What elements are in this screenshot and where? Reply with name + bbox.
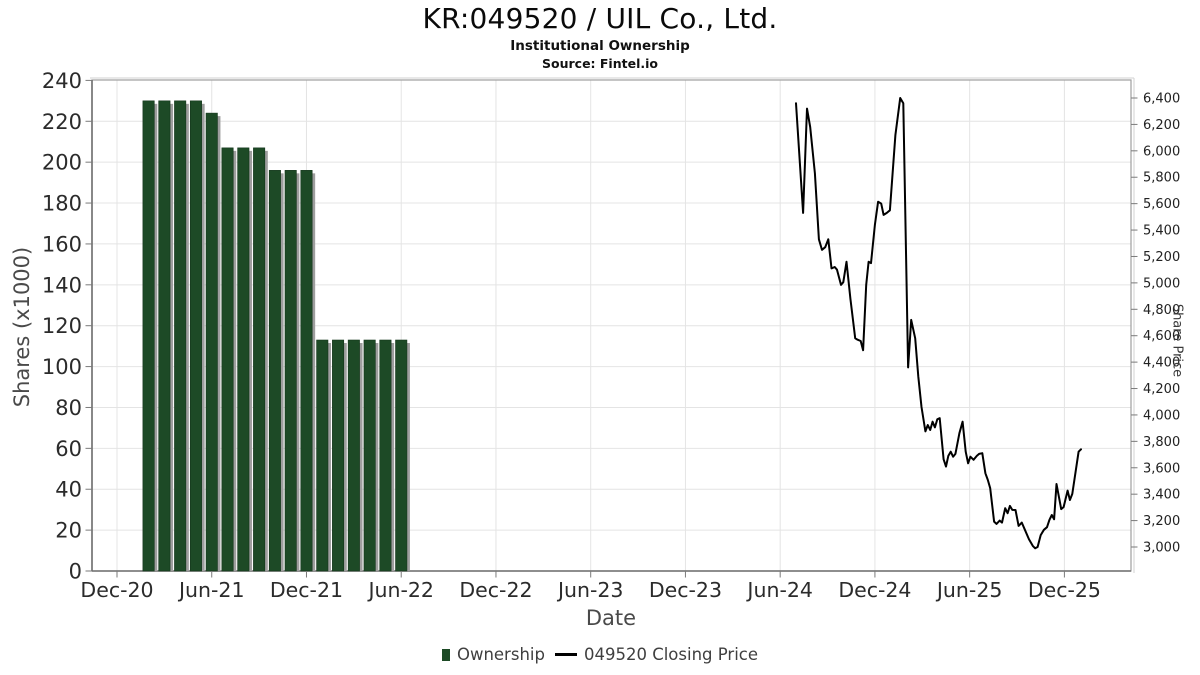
- ownership-bar[interactable]: [142, 100, 155, 572]
- ownership-bars-group[interactable]: [142, 100, 410, 572]
- x-tick-label: Jun-25: [935, 578, 1003, 602]
- y-right-tick-label: 4,800: [1143, 303, 1180, 318]
- y-right-tick-label: 6,200: [1143, 118, 1180, 133]
- legend-label-closing-price: 049520 Closing Price: [583, 645, 759, 664]
- chart-subtitle: Institutional Ownership: [510, 38, 690, 54]
- x-tick-label: Dec-20: [80, 578, 153, 602]
- ownership-bar[interactable]: [395, 339, 408, 572]
- y-right-tick-label: 5,200: [1143, 250, 1180, 265]
- x-tick-label: Jun-23: [556, 578, 624, 602]
- ownership-bar[interactable]: [268, 170, 281, 572]
- ownership-bar[interactable]: [347, 339, 360, 572]
- y-right-tick-label: 5,000: [1143, 276, 1180, 291]
- ownership-bar[interactable]: [174, 100, 187, 572]
- y-right-tick-label: 5,400: [1143, 224, 1180, 239]
- y-right-tick-label: 6,400: [1143, 92, 1180, 107]
- x-tick-label: Dec-21: [270, 578, 343, 602]
- y-right-tick-label: 5,800: [1143, 171, 1180, 186]
- x-tick-label: Jun-21: [177, 578, 245, 602]
- page-title: KR:049520 / UIL Co., Ltd.: [422, 2, 778, 35]
- y-left-tick-label: 240: [42, 69, 82, 93]
- ownership-swatch-icon: [441, 648, 450, 661]
- y-left-tick-label: 140: [42, 273, 82, 297]
- ownership-bar[interactable]: [237, 147, 250, 572]
- x-tick-label: Dec-22: [459, 578, 532, 602]
- y-left-tick-label: 60: [55, 437, 82, 461]
- ownership-bar[interactable]: [221, 147, 234, 572]
- y-right-tick-label: 3,800: [1143, 435, 1180, 450]
- ownership-bar[interactable]: [316, 339, 329, 572]
- x-tick-label: Dec-23: [649, 578, 722, 602]
- y-left-tick-label: 200: [42, 151, 82, 175]
- ownership-bar[interactable]: [189, 100, 202, 572]
- ownership-bar[interactable]: [205, 112, 218, 572]
- y-axis-title-left: Shares (x1000): [10, 246, 34, 408]
- y-left-tick-label: 180: [42, 192, 82, 216]
- x-tick-label: Jun-24: [745, 578, 813, 602]
- y-right-tick-label: 3,400: [1143, 488, 1180, 503]
- y-left-tick-label: 220: [42, 110, 82, 134]
- y-axis-title-right: Share Price: [1169, 303, 1185, 378]
- x-tick-label: Jun-22: [366, 578, 434, 602]
- y-left-tick-label: 0: [69, 560, 82, 584]
- y-left-tick-label: 80: [55, 396, 82, 420]
- x-tick-label: Dec-25: [1028, 578, 1101, 602]
- legend-item-ownership[interactable]: Ownership: [441, 645, 545, 664]
- y-right-tick-label: 4,200: [1143, 382, 1180, 397]
- y-left-tick-label: 40: [55, 478, 82, 502]
- y-right-tick-label: 4,000: [1143, 408, 1180, 423]
- y-left-tick-label: 100: [42, 355, 82, 379]
- y-right-tick-label: 4,600: [1143, 329, 1180, 344]
- title-block: KR:049520 / UIL Co., Ltd. Institutional …: [0, 2, 1200, 71]
- ownership-bar[interactable]: [379, 339, 392, 572]
- y-right-tick-label: 4,400: [1143, 356, 1180, 371]
- y-right-tick-label: 3,600: [1143, 461, 1180, 476]
- y-right-tick-label: 5,600: [1143, 197, 1180, 212]
- ownership-bar[interactable]: [363, 339, 376, 572]
- ownership-bar[interactable]: [158, 100, 171, 572]
- y-left-tick-label: 120: [42, 314, 82, 338]
- legend-item-closing-price[interactable]: 049520 Closing Price: [554, 645, 759, 664]
- y-left-tick-label: 20: [55, 519, 82, 543]
- closing-price-line[interactable]: [795, 97, 1082, 550]
- y-right-tick-label: 6,000: [1143, 144, 1180, 159]
- axis-tick-labels: 0 20 40 60 80 100 120 140 160 180 200 220 240 Dec-20 J…: [42, 69, 1180, 602]
- legend-label-ownership: Ownership: [456, 645, 545, 664]
- y-right-tick-label: 3,000: [1143, 541, 1180, 556]
- ownership-bar[interactable]: [253, 147, 266, 572]
- chart-source: Source: Fintel.io: [542, 56, 658, 71]
- y-right-tick-label: 3,200: [1143, 514, 1180, 529]
- ownership-bar[interactable]: [300, 170, 313, 572]
- ownership-bar[interactable]: [284, 170, 297, 572]
- legend: Ownership 049520 Closing Price: [0, 645, 1200, 664]
- price-line-marker-icon: [554, 653, 577, 656]
- x-axis-title: Date: [585, 606, 637, 630]
- y-left-tick-label: 160: [42, 232, 82, 256]
- ownership-bar[interactable]: [332, 339, 345, 572]
- axis-ticks: [85, 79, 1138, 578]
- x-tick-label: Dec-24: [838, 578, 911, 602]
